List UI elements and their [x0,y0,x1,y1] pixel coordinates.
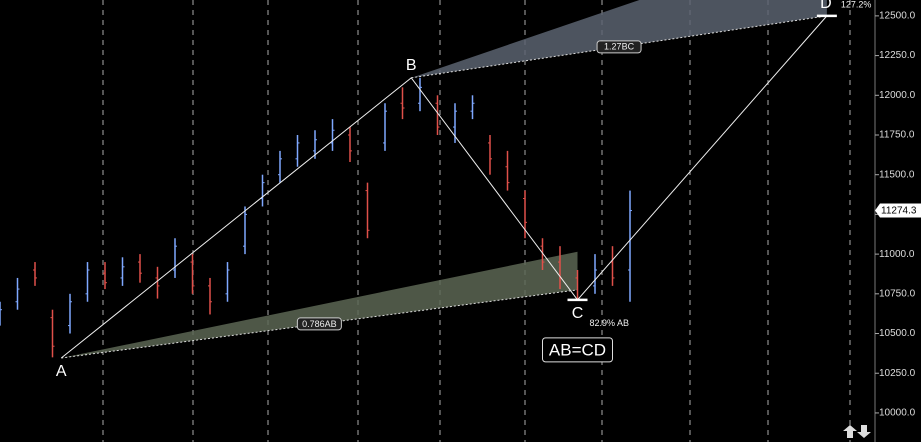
pattern-legs [60,15,828,359]
zone-label: 1.27BC [604,42,635,52]
point-label: A [56,363,67,380]
y-tick-label: 12500.0 [879,11,916,22]
fib-zone [411,0,827,78]
zone-label-box [296,317,342,331]
point-label: B [406,57,417,74]
last-price-label: 11274.3 [881,206,917,217]
y-tick-label: 12250.0 [879,50,916,61]
arrow-down[interactable] [857,425,871,438]
grid [102,0,851,442]
y-tick-label: 12000.0 [879,90,916,101]
last-price-tag [875,203,921,218]
point-label: D [820,0,832,12]
y-tick-label: 10250.0 [879,368,916,379]
zone-label-box [596,40,642,54]
pattern-name-box [542,337,613,363]
y-tick-label: 10750.0 [879,288,916,299]
y-tick-label: 11750.0 [879,130,915,141]
fib-zone [61,251,578,358]
pattern-name: AB=CD [549,340,606,359]
scroll-arrows[interactable] [843,425,871,438]
d-note: 127.2% [841,0,872,9]
c-note: 82.9% AB [590,318,630,328]
arrow-up[interactable] [843,425,857,438]
point-label: C [572,305,584,322]
y-tick-label: 11000.0 [879,249,915,260]
y-tick-label: 10500.0 [879,328,916,339]
y-tick-label: 10000.0 [879,408,916,419]
y-tick-label: 11500.0 [879,169,915,180]
zone-label: 0.786AB [302,319,337,329]
